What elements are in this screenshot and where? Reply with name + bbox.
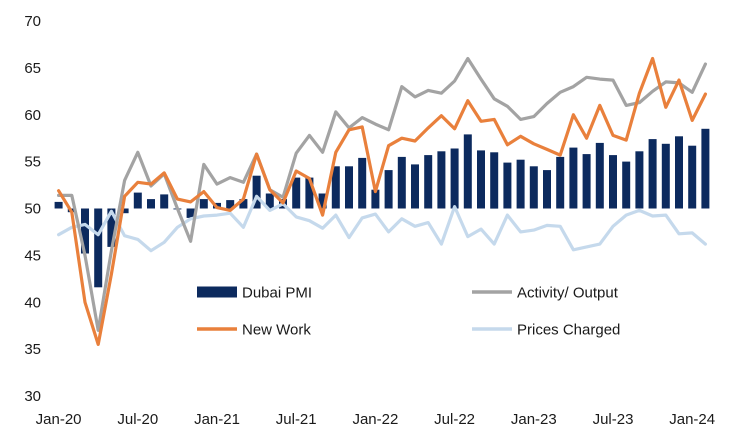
bar-dubai-pmi-30	[450, 148, 459, 209]
bar-dubai-pmi-6	[133, 192, 142, 209]
bar-dubai-pmi-41	[595, 142, 604, 209]
x-tick-label: Jul-22	[434, 411, 475, 428]
y-tick-label: 30	[24, 388, 41, 405]
bar-dubai-pmi-18	[292, 177, 301, 209]
x-tick-label: Jan-20	[36, 411, 82, 428]
bar-dubai-pmi-14	[239, 199, 248, 209]
y-axis: 30 35 40 45 50 55 60 65 70	[24, 13, 41, 405]
x-tick-label: Jan-23	[511, 411, 557, 428]
y-tick-label: 55	[24, 154, 41, 171]
bar-dubai-pmi-10	[186, 208, 195, 218]
legend-item-prices-charged: Prices Charged	[472, 322, 620, 339]
bar-dubai-pmi-34	[503, 162, 512, 209]
y-tick-label: 65	[24, 60, 41, 77]
bar-dubai-pmi-22	[345, 166, 353, 209]
y-tick-label: 50	[24, 201, 41, 218]
bar-dubai-pmi-24	[371, 189, 380, 209]
bar-dubai-pmi-20	[318, 193, 327, 209]
bar-dubai-pmi-32	[477, 150, 485, 209]
bar-dubai-pmi-45	[648, 139, 657, 209]
bar-dubai-pmi-15	[252, 175, 261, 209]
bar-dubai-pmi-38	[556, 156, 565, 209]
bar-dubai-pmi-29	[437, 151, 446, 209]
bar-dubai-pmi-35	[516, 159, 525, 209]
bar-dubai-pmi-44	[635, 151, 644, 209]
bar-dubai-pmi-47	[675, 136, 683, 209]
bar-dubai-pmi-43	[622, 161, 631, 209]
bars-group	[54, 128, 710, 288]
bar-dubai-pmi-31	[463, 134, 472, 209]
legend-item-activity-output: Activity/ Output	[472, 285, 619, 302]
bar-dubai-pmi-49	[701, 128, 710, 209]
bar-dubai-pmi-23	[358, 157, 367, 209]
bar-dubai-pmi-26	[397, 156, 406, 209]
bar-dubai-pmi-4	[107, 208, 116, 247]
bar-dubai-pmi-0	[54, 201, 63, 209]
bar-dubai-pmi-5	[120, 208, 129, 214]
y-tick-label: 40	[24, 294, 41, 311]
bar-dubai-pmi-42	[609, 155, 617, 209]
x-tick-label: Jul-20	[117, 411, 158, 428]
bar-dubai-pmi-16	[265, 193, 274, 209]
x-tick-label: Jul-21	[276, 411, 317, 428]
bar-dubai-pmi-27	[411, 164, 419, 209]
bar-dubai-pmi-25	[384, 170, 393, 209]
x-tick-label: Jan-24	[669, 411, 715, 428]
x-tick-label: Jan-21	[194, 411, 240, 428]
legend-label-new-work: New Work	[242, 322, 311, 339]
bar-dubai-pmi-46	[661, 143, 670, 209]
y-tick-label: 45	[24, 247, 41, 264]
line-prices-charged	[57, 194, 707, 253]
bar-dubai-pmi-37	[543, 170, 551, 209]
legend-marker-dubai-pmi	[197, 286, 237, 298]
bar-dubai-pmi-13	[226, 200, 235, 209]
legend-item-dubai-pmi: Dubai PMI	[197, 285, 312, 302]
x-tick-label: Jul-23	[593, 411, 634, 428]
x-axis: Jan-20 Jul-20 Jan-21 Jul-21 Jan-22 Jul-22 Jan-…	[36, 411, 715, 428]
legend-label-dubai-pmi: Dubai PMI	[242, 285, 312, 302]
bar-dubai-pmi-7	[147, 199, 155, 209]
bar-dubai-pmi-33	[490, 152, 499, 209]
bar-dubai-pmi-19	[305, 177, 314, 209]
bar-dubai-pmi-40	[582, 154, 591, 209]
bar-dubai-pmi-8	[160, 194, 169, 209]
bar-dubai-pmi-48	[688, 145, 697, 209]
legend: Dubai PMI Activity/ Output New Work Prices …	[197, 285, 620, 339]
legend-label-prices-charged: Prices Charged	[517, 322, 620, 339]
y-tick-label: 35	[24, 341, 41, 358]
y-tick-label: 70	[24, 13, 41, 30]
bar-dubai-pmi-39	[569, 147, 578, 209]
bar-dubai-pmi-36	[529, 166, 538, 209]
x-tick-label: Jan-22	[352, 411, 398, 428]
bar-dubai-pmi-21	[331, 166, 340, 209]
bar-dubai-pmi-11	[199, 199, 208, 209]
line-new-work	[57, 56, 707, 346]
bar-dubai-pmi-28	[424, 155, 433, 209]
y-tick-label: 60	[24, 107, 41, 124]
lines-group	[57, 56, 707, 346]
legend-item-new-work: New Work	[197, 322, 311, 339]
legend-label-activity-output: Activity/ Output	[517, 285, 619, 302]
bar-dubai-pmi-3	[94, 208, 103, 288]
bar-dubai-pmi-2	[81, 208, 89, 254]
